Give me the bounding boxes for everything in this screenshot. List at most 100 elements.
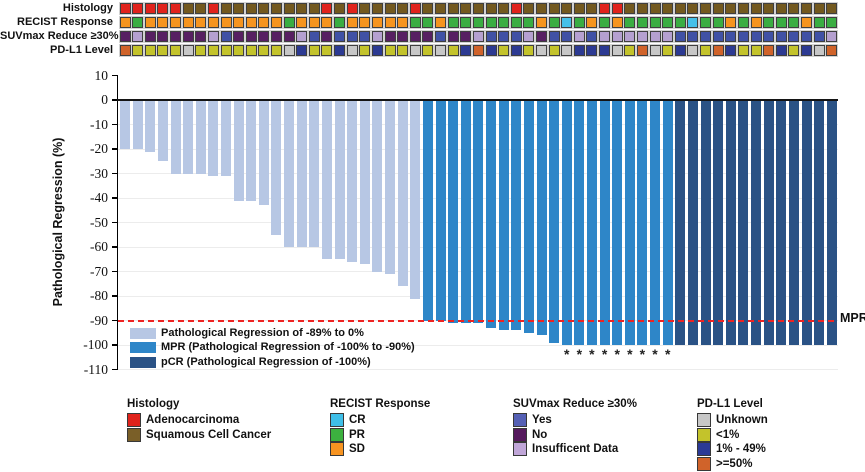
track-cell: [359, 3, 371, 14]
track-cell: [409, 17, 421, 28]
bar-legend-swatch: [130, 327, 156, 339]
track-cell: [523, 17, 535, 28]
bar: [801, 100, 812, 345]
track-cell: [725, 3, 737, 14]
track-cell: [182, 45, 194, 56]
legend-swatch: [697, 427, 711, 442]
track-cell: [523, 45, 535, 56]
bar: [170, 100, 181, 174]
legend-group-title: SUVmax Reduce ≥30%: [513, 398, 637, 410]
bar: [637, 100, 648, 345]
track-cell: [801, 31, 812, 42]
track-cell: [296, 45, 308, 56]
bar: [814, 100, 825, 345]
track-cell: [536, 3, 547, 14]
y-tick: [111, 295, 118, 297]
track-cell: [371, 31, 383, 42]
track-cell: [763, 17, 775, 28]
track-cell: [321, 3, 333, 14]
legend-item-label: Adenocarcinoma: [146, 414, 240, 426]
legend-item-label: Insufficent Data: [532, 443, 619, 456]
track-cell: [826, 17, 838, 28]
bar: [271, 100, 282, 235]
track-cell: [788, 45, 800, 56]
track-cell: [510, 17, 522, 28]
legend-item-label: No: [532, 428, 548, 441]
track-cell: [170, 45, 181, 56]
track-cell: [132, 3, 144, 14]
track-cell: [599, 31, 611, 42]
bar: [700, 100, 711, 345]
track-cell: [687, 45, 699, 56]
bar: [776, 100, 787, 345]
track-cell: [283, 45, 295, 56]
significance-asterisk: *: [563, 346, 570, 362]
track-cell: [498, 3, 510, 14]
y-tick-label: -20: [90, 141, 108, 156]
gridline: [118, 344, 838, 346]
track-label: PD-L1 Level: [50, 44, 113, 56]
track-cell: [447, 17, 459, 28]
track-cell: [132, 45, 144, 56]
bar: [662, 100, 673, 345]
track-cell: [334, 3, 345, 14]
track-cell: [687, 17, 699, 28]
track-cell: [536, 31, 547, 42]
track-cell: [397, 45, 409, 56]
track-cell: [371, 17, 383, 28]
track-cell: [662, 45, 674, 56]
bar-legend-label: Pathological Regression of -89% to 0%: [161, 326, 364, 339]
track-cell: [624, 3, 636, 14]
y-tick-label: -30: [90, 165, 108, 181]
track-cell: [233, 3, 245, 14]
legend-swatch: [697, 457, 711, 472]
track-cell: [750, 17, 762, 28]
track-cell: [775, 45, 787, 56]
track-cell: [144, 45, 156, 56]
track-cell: [485, 31, 497, 42]
track-cell: [258, 31, 270, 42]
track-cell: [435, 3, 446, 14]
track-cell: [422, 3, 434, 14]
track-cell: [662, 3, 674, 14]
track-cell: [599, 3, 611, 14]
legend-item-label: >=50%: [716, 458, 753, 471]
track-label: RECIST Response: [17, 16, 113, 28]
track-label: Histology: [62, 2, 113, 14]
track-cell: [321, 17, 333, 28]
track-cell: [649, 3, 661, 14]
track-cell: [195, 17, 207, 28]
bar: [574, 100, 585, 345]
track-cell: [573, 31, 585, 42]
track-cell: [573, 45, 585, 56]
track-cell: [636, 31, 648, 42]
track-cell: [687, 3, 699, 14]
track-cell: [599, 45, 611, 56]
track-cell: [472, 17, 484, 28]
track-cell: [674, 3, 686, 14]
mpr-reference-label: MPR: [840, 311, 865, 325]
track-cell: [422, 45, 434, 56]
track-cell: [409, 3, 421, 14]
significance-asterisk: *: [664, 346, 671, 362]
track-cell: [182, 3, 194, 14]
bar-legend-label: MPR (Pathological Regression of -100% to…: [161, 341, 415, 354]
track-cell: [359, 17, 371, 28]
track-cell: [611, 45, 623, 56]
y-tick-label: 10: [94, 67, 109, 83]
track-cell: [510, 45, 522, 56]
y-tick: [111, 123, 118, 126]
track-cell: [346, 45, 358, 56]
track-cell: [485, 3, 497, 14]
track-cell: [195, 31, 207, 42]
track-cell: [157, 45, 169, 56]
track-cell: [460, 45, 472, 56]
track-cell: [460, 3, 472, 14]
track-cell: [712, 3, 724, 14]
track-cell: [371, 3, 383, 14]
track-cell: [258, 3, 270, 14]
track-cell: [775, 31, 787, 42]
bar: [157, 100, 168, 162]
track-cell: [649, 45, 661, 56]
track-cell: [536, 17, 547, 28]
